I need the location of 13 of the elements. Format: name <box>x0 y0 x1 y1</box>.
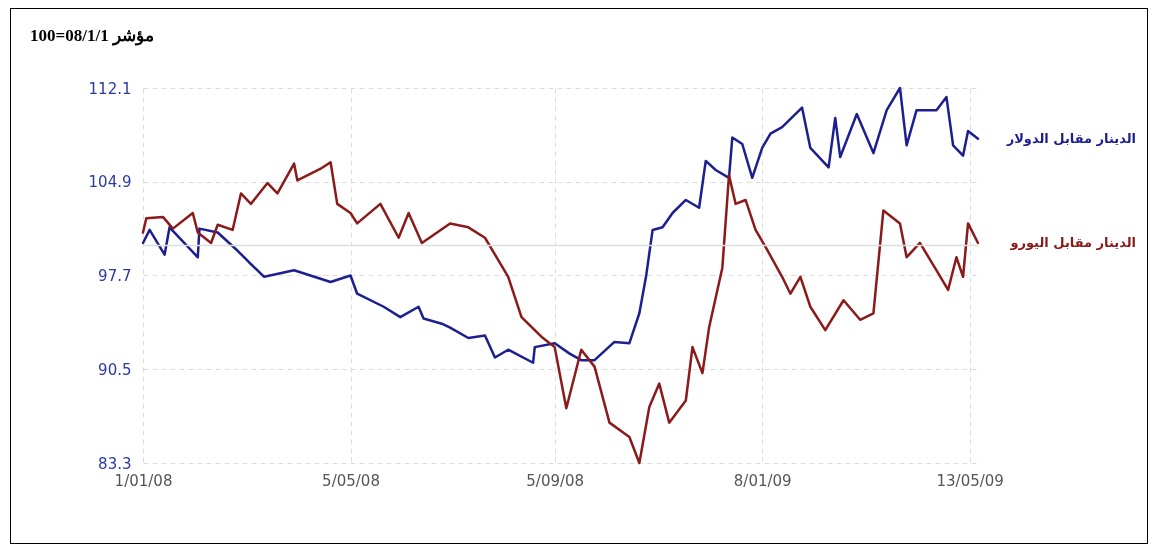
chart-title: 100=08/1/1 مؤشر <box>30 26 154 46</box>
x-tick-label: 8/01/09 <box>733 471 792 490</box>
y-tick-label: 112.1 <box>88 79 132 98</box>
x-tick-label: 1/01/08 <box>114 471 173 490</box>
y-tick-label: 97.7 <box>98 267 132 285</box>
x-tick-label: 5/09/08 <box>526 471 585 490</box>
text: الدينار مقابل الدولار <box>1005 130 1136 146</box>
y-tick-label: 90.5 <box>98 360 132 379</box>
y-tick-label: 83.3 <box>98 454 132 473</box>
y-tick-label: 104.9 <box>88 173 132 192</box>
x-tick-label: 5/05/08 <box>322 471 380 490</box>
text: الدينار مقابل اليورو <box>1009 234 1136 250</box>
x-tick-label: 13/05/09 <box>936 471 1004 490</box>
